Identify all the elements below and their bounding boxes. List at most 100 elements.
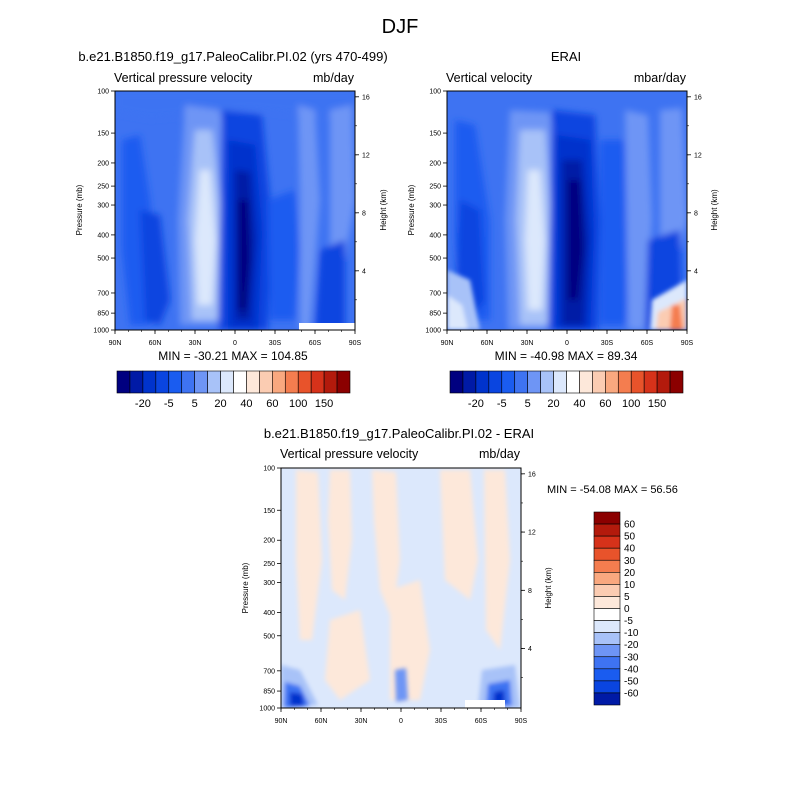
panel-model-ylabel: Pressure (mb)	[75, 184, 84, 235]
colorbar-swatch	[259, 370, 273, 394]
x-tick-label: 30S	[269, 340, 282, 347]
colorbar-swatch	[593, 596, 621, 609]
panel-erai-ylabel-right: Height (km)	[710, 189, 719, 231]
panel-diff-ylabel-right: Height (km)	[544, 567, 553, 609]
colorbar-label: -20	[624, 640, 639, 651]
panel-model-title: b.e21.B1850.f19_g17.PaleoCalibr.PI.02 (y…	[78, 49, 387, 64]
x-tick-label: 90S	[681, 340, 694, 347]
y-tick-label: 400	[429, 232, 441, 239]
field-region-pos-c	[372, 470, 400, 620]
y-tick-label: 200	[97, 160, 109, 167]
panel-erai: ERAI Vertical velocity mbar/day	[407, 49, 719, 410]
colorbar-label: 5	[192, 398, 198, 410]
field-region-neg-eq	[395, 668, 408, 702]
heatmap-diff	[281, 468, 521, 708]
field-region-nh-surface-b	[447, 295, 468, 330]
panel-model: b.e21.B1850.f19_g17.PaleoCalibr.PI.02 (y…	[75, 49, 388, 410]
colorbar-label: 40	[240, 398, 252, 410]
colorbar-label: 40	[573, 398, 585, 410]
colorbar-swatch	[593, 632, 621, 645]
colorbar-label: 100	[622, 398, 640, 410]
colorbar-label: 40	[624, 544, 636, 555]
panel-erai-ylabel: Pressure (mb)	[407, 184, 416, 235]
field-region-sh-d	[315, 240, 345, 330]
colorbar-label: -60	[624, 688, 639, 699]
colorbar-swatch	[168, 370, 183, 394]
colorbar-swatch	[592, 370, 606, 394]
x-tick-label: 90S	[515, 718, 528, 725]
colorbar-swatch	[656, 370, 671, 394]
colorbar-swatch	[593, 680, 621, 694]
y-tick-label: 500	[263, 633, 275, 640]
colorbar-label: 60	[599, 398, 611, 410]
colorbar-swatch	[475, 370, 490, 394]
heatmap-model	[115, 91, 355, 330]
panel-diff-right-label: mb/day	[479, 447, 521, 461]
colorbar-swatch	[310, 370, 325, 394]
y-right-tick-label: 8	[362, 210, 366, 217]
field-region-neg-nh-c	[290, 692, 304, 706]
colorbar-swatch	[514, 370, 528, 394]
x-tick-label: 90N	[275, 718, 288, 725]
field-region-itcz-d	[238, 200, 250, 310]
y-tick-label: 500	[97, 256, 109, 263]
missing-data-mask	[465, 700, 505, 708]
y-tick-label: 700	[263, 668, 275, 675]
field-region-sh-b	[625, 110, 652, 330]
colorbar-swatch	[462, 370, 477, 394]
colorbar-label: -30	[624, 652, 639, 663]
colorbar-swatch	[181, 370, 195, 394]
field-region-pos-a	[296, 470, 322, 640]
y-right-tick-label: 8	[528, 588, 532, 595]
panel-diff-title: b.e21.B1850.f19_g17.PaleoCalibr.PI.02 - …	[264, 426, 534, 441]
y-tick-label: 250	[429, 184, 441, 191]
panel-model-right-label: mb/day	[313, 71, 355, 85]
colorbar-swatch	[284, 370, 299, 394]
colorbar-swatch	[593, 656, 621, 670]
field-region-sh-surface-c	[670, 305, 683, 330]
y-tick-label: 100	[97, 89, 109, 96]
x-tick-label: 90N	[109, 340, 122, 347]
y-tick-label: 700	[429, 290, 441, 297]
y-tick-label: 400	[263, 610, 275, 617]
colorbar-swatch	[593, 559, 621, 573]
colorbar-swatch	[116, 370, 131, 394]
colorbar-label: 20	[214, 398, 226, 410]
colorbar-label: 20	[624, 568, 636, 579]
x-tick-label: 60N	[315, 718, 328, 725]
colorbar-swatch	[323, 370, 338, 394]
colorbar-label: 150	[648, 398, 666, 410]
panel-erai-min-max: MIN = -40.98 MAX = 89.34	[495, 349, 638, 363]
x-tick-label: 0	[233, 340, 237, 347]
panel-model-min-max: MIN = -30.21 MAX = 104.85	[158, 349, 308, 363]
panel-erai-axes: 90N 60N 30N 0 30S 60S 90S 100 150 200 250 300 400 500…	[425, 89, 701, 348]
colorbar-label: 0	[624, 604, 630, 615]
y-tick-label: 1000	[425, 328, 441, 335]
panel-model-ylabel-right: Height (km)	[379, 189, 388, 231]
colorbar-swatch	[142, 370, 157, 394]
colorbar-swatch	[605, 370, 619, 394]
y-right-tick-label: 4	[528, 646, 532, 653]
page-title: DJF	[382, 16, 419, 38]
x-tick-label: 60N	[149, 340, 162, 347]
colorbar-label: -10	[624, 628, 639, 639]
x-tick-label: 90S	[349, 340, 362, 347]
colorbar-swatch	[593, 584, 621, 597]
panel-diff-axes: 90N 60N 30N 0 30S 60S 90S 100 150 200 250 300 400 500…	[259, 466, 535, 726]
colorbar-swatch	[643, 370, 658, 394]
colorbar-swatch	[233, 370, 247, 394]
y-tick-label: 200	[263, 538, 275, 545]
field-region-sh-a	[600, 140, 632, 325]
colorbar-label: 100	[289, 398, 307, 410]
field-region-itcz-d	[568, 180, 583, 300]
y-right-tick-label: 12	[362, 152, 370, 159]
colorbar-swatch	[272, 370, 286, 394]
colorbar-swatch	[617, 370, 632, 394]
colorbar-swatch	[593, 620, 621, 633]
y-tick-label: 700	[97, 290, 109, 297]
x-tick-label: 30S	[435, 718, 448, 725]
y-tick-label: 100	[263, 466, 275, 473]
y-right-tick-label: 4	[362, 268, 366, 275]
colorbar-swatch	[593, 535, 621, 549]
